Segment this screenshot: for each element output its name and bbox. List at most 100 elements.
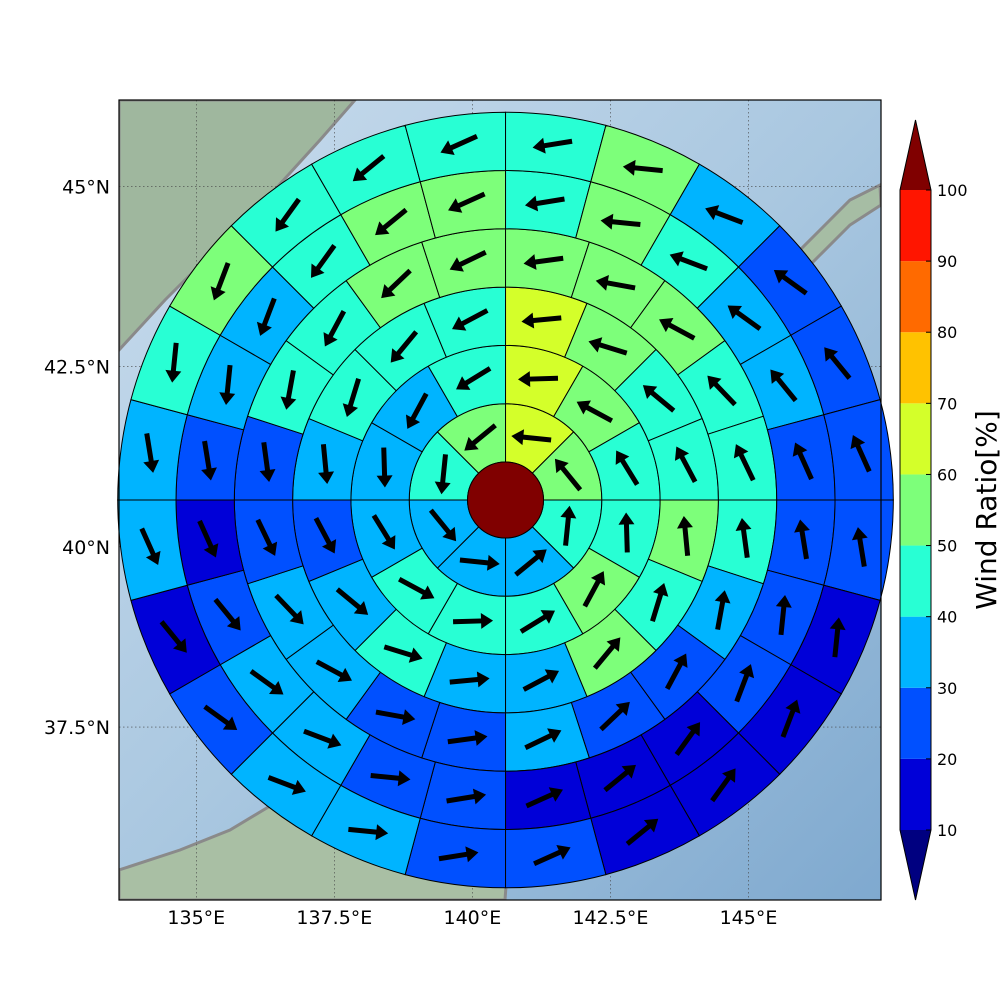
wind-vector-arrow [625, 818, 659, 846]
wind-vector-arrow [674, 722, 701, 756]
wind-vector-arrow [315, 659, 352, 682]
wind-vector-arrow [523, 254, 564, 270]
wind-vector-arrow [310, 244, 337, 278]
wind-vector-arrow [705, 205, 744, 225]
wind-ratio-sector [505, 111, 607, 183]
wind-vector-arrow [524, 728, 562, 750]
wind-vector-arrow [603, 764, 636, 793]
wind-vector-arrow [139, 527, 161, 566]
wind-vector-arrow [532, 137, 573, 154]
wind-vector-arrow [622, 159, 663, 176]
wind-vector-arrow [434, 454, 451, 495]
wind-vector-arrow [714, 590, 731, 631]
x-tick-label: 135°E [167, 907, 225, 929]
wind-vector-arrow [323, 310, 347, 347]
wind-vector-arrow [850, 434, 872, 473]
colorbar-tick-label: 30 [937, 679, 957, 698]
wind-vector-arrow [615, 450, 640, 486]
wind-vector-arrow [588, 337, 628, 356]
wind-vector-arrow [770, 369, 798, 403]
wind-vector-arrow [371, 514, 396, 550]
wind-vector-arrow [210, 262, 231, 301]
wind-vector-arrow [318, 444, 335, 485]
colorbar-tick-label: 100 [937, 181, 968, 200]
wind-vector-arrow [370, 770, 411, 787]
wind-vector-arrow [256, 297, 277, 336]
wind-vector-arrow [554, 458, 583, 492]
wind-vector-arrow [599, 701, 630, 732]
wind-vector-arrow [440, 133, 478, 155]
colorbar-tick-label: 90 [937, 252, 957, 271]
wind-vector-arrow [773, 269, 808, 296]
wind-vector-arrow [449, 671, 490, 688]
wind-vector-arrow [650, 582, 669, 622]
wind-vector-arrow [203, 704, 238, 731]
colorbar-segment [900, 332, 931, 404]
wind-vector-arrow [533, 845, 571, 867]
x-tick-label: 145°E [720, 907, 778, 929]
wind-vector-arrow [452, 308, 489, 331]
wind-vector-arrow [452, 612, 494, 629]
colorbar: 10 20 30 40 50 60 70 80 90 100 [899, 119, 968, 901]
colorbar-segment [900, 403, 931, 475]
wind-vector-arrow [398, 577, 435, 600]
wind-vector-arrow [511, 429, 552, 446]
wind-vector-arrow [794, 519, 810, 560]
wind-vector-arrow [829, 617, 846, 658]
colorbar-segment [900, 687, 931, 759]
wind-vector-arrow [449, 250, 487, 272]
y-tick-label: 37.5°N [44, 717, 110, 739]
map-panel [117, 99, 894, 901]
wind-vector-arrow [383, 644, 423, 663]
center-disk [467, 461, 545, 539]
wind-vector-arrow [710, 768, 736, 803]
wind-vector-arrow [303, 728, 342, 749]
wind-vector-arrow [582, 571, 606, 608]
colorbar-tick-label: 70 [937, 394, 957, 413]
wind-vector-arrow [448, 191, 486, 213]
wind-vector-arrow [521, 312, 562, 329]
colorbar-under-extension [900, 830, 931, 900]
wind-vector-arrow [381, 268, 412, 299]
wind-vector-arrow [560, 505, 577, 546]
colorbar-tick-label: 10 [937, 821, 957, 840]
y-tick-label: 45°N [62, 176, 110, 198]
wind-vector-arrow [525, 787, 563, 809]
colorbar-segment [900, 190, 931, 262]
wind-vectors [139, 133, 872, 867]
wind-vector-arrow [348, 824, 389, 841]
wind-vector-arrow [255, 518, 278, 556]
wind-vector-arrow [313, 517, 337, 554]
wind-vector-arrow [201, 440, 217, 481]
y-axis-ticks: 45°N 42.5°N 40°N 37.5°N [44, 176, 110, 739]
wind-vector-arrow [376, 447, 393, 488]
wind-vector-arrow [733, 444, 756, 482]
wind-vector-arrow [428, 508, 457, 542]
colorbar-segment [900, 545, 931, 617]
map-frame [118, 99, 882, 901]
wind-vector-arrow [677, 515, 693, 556]
wind-vector-arrow [405, 392, 429, 429]
wind-vector-arrow [159, 620, 187, 653]
wind-vector-arrow [514, 549, 547, 577]
wind-vector-arrow [642, 385, 676, 413]
wind-vector-arrow [335, 587, 369, 615]
wind-vector-arrow [390, 330, 419, 363]
wind-vector-arrow [851, 527, 868, 567]
wind-vector-arrow [280, 369, 297, 410]
colorbar-tick-label: 50 [937, 537, 957, 556]
wind-vector-arrow [792, 442, 814, 481]
wind-vector-arrow [249, 669, 284, 695]
wind-vector-arrow [197, 519, 219, 558]
wind-vector-arrow [727, 305, 762, 331]
colorbar-segment [900, 758, 931, 830]
colorbar-tick-label: 60 [937, 465, 957, 484]
wind-vector-arrow [213, 597, 241, 631]
wind-vector-arrow [464, 423, 497, 451]
wind-vector-arrow [274, 593, 304, 625]
wind-vector-arrow [352, 154, 386, 182]
wind-vector-arrow [267, 775, 306, 795]
x-tick-label: 137.5°E [296, 907, 372, 929]
wind-vector-arrow [659, 318, 696, 341]
wind-vector-arrow [375, 207, 408, 236]
